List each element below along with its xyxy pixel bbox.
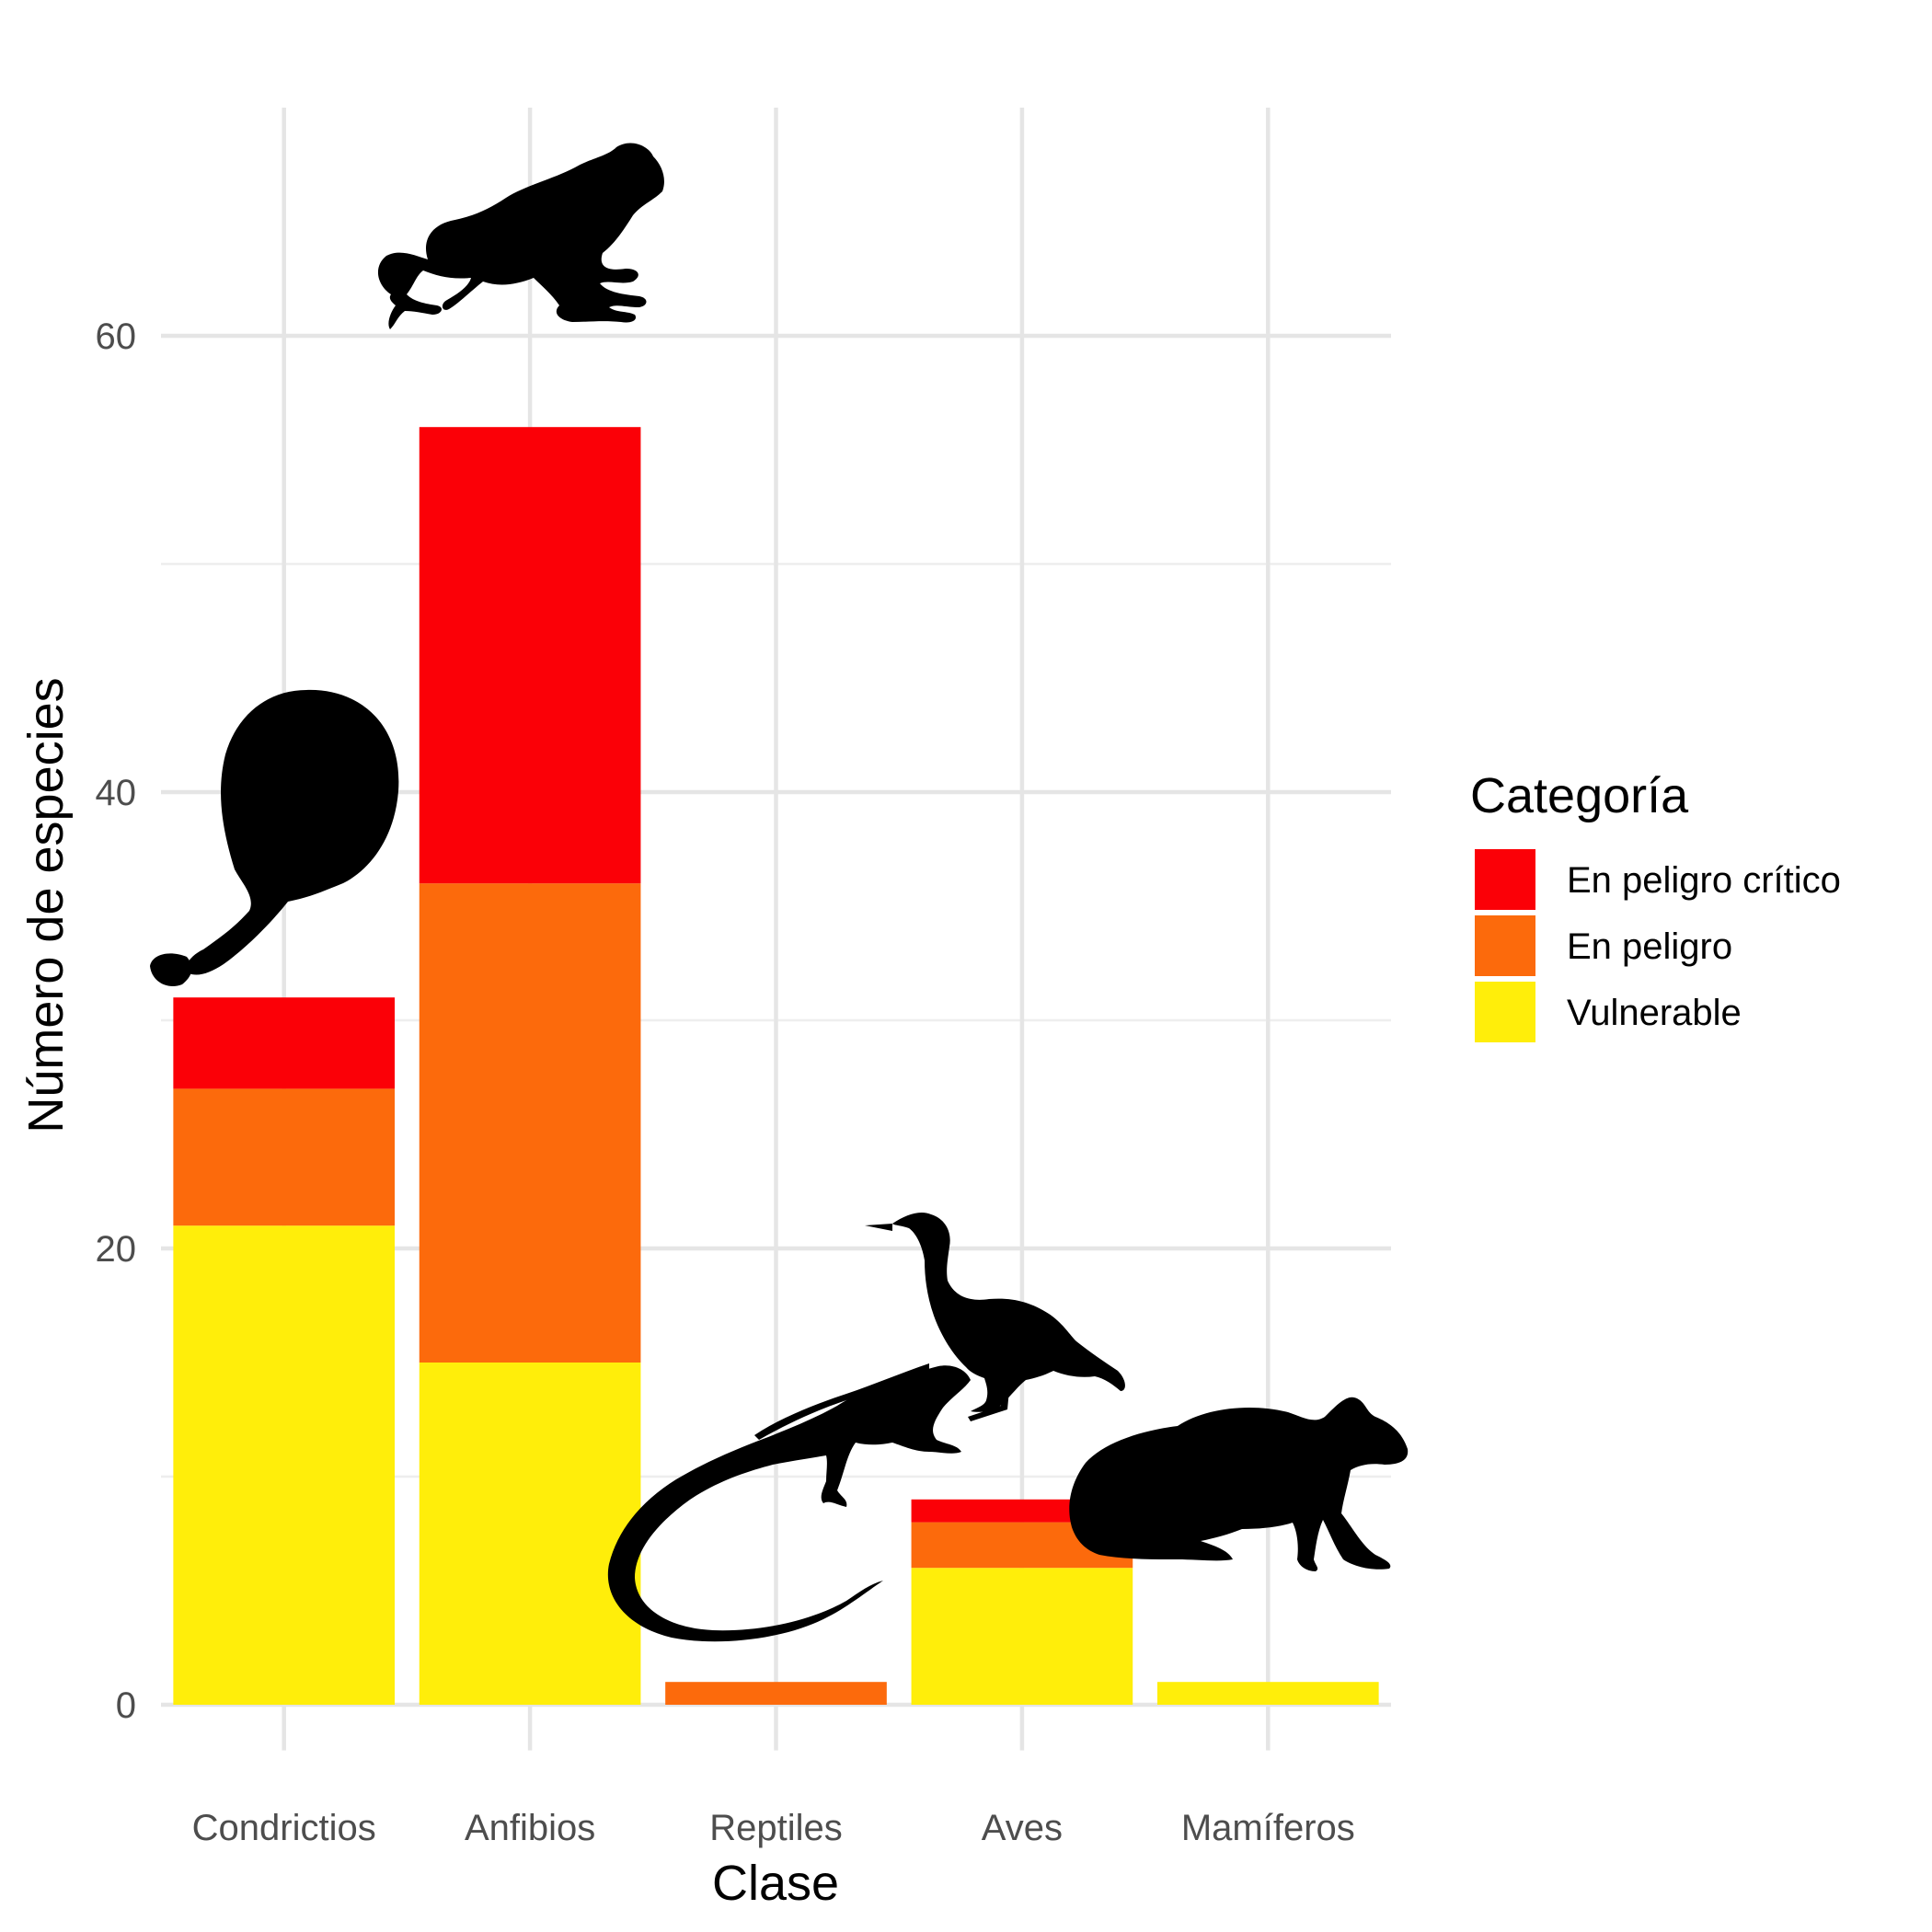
x-tick-label: Reptiles	[709, 1808, 843, 1848]
x-tick-label: Aves	[982, 1808, 1063, 1848]
x-tick-label: Anfibios	[465, 1808, 595, 1848]
y-tick-label: 0	[116, 1685, 136, 1726]
x-tick-label: Mamíferos	[1181, 1808, 1355, 1848]
bird-silhouette-icon	[865, 1213, 1125, 1421]
legend-label: En peligro	[1567, 926, 1732, 967]
legend-title: Categoría	[1470, 768, 1689, 823]
bar-segment	[665, 1682, 887, 1705]
y-tick-label: 40	[96, 773, 137, 813]
iguana-silhouette-icon	[607, 1363, 971, 1642]
legend-swatch	[1475, 982, 1535, 1042]
legend-swatch	[1475, 849, 1535, 910]
y-axis-title: Número de especies	[18, 677, 74, 1133]
legend-label: Vulnerable	[1567, 993, 1742, 1033]
bar-segment	[419, 427, 641, 884]
bar-segment	[419, 883, 641, 1363]
rodent-silhouette-icon	[1069, 1397, 1409, 1571]
legend-swatch	[1475, 915, 1535, 976]
skate-silhouette-icon	[150, 689, 399, 986]
frog-silhouette-icon	[377, 143, 664, 329]
y-tick-label: 60	[96, 316, 137, 357]
bar-segment	[173, 1088, 396, 1226]
x-axis-title: Clase	[712, 1856, 839, 1911]
y-tick-label: 20	[96, 1229, 137, 1270]
x-tick-label: Condrictios	[192, 1808, 376, 1848]
bar-segment	[419, 1363, 641, 1705]
bar-segment	[1156, 1682, 1379, 1705]
legend-label: En peligro crítico	[1567, 860, 1841, 901]
bar-segment	[173, 1225, 396, 1705]
bar-segment	[173, 997, 396, 1089]
axes: 0 20 40 60 Condrictios Anfibios Reptiles Aves Ma…	[96, 316, 1355, 1848]
bars	[173, 427, 1379, 1705]
legend: Categoría En peligro crítico En peligro Vu…	[1470, 768, 1841, 1042]
bar-segment	[911, 1568, 1133, 1705]
silhouettes	[150, 143, 1409, 1642]
